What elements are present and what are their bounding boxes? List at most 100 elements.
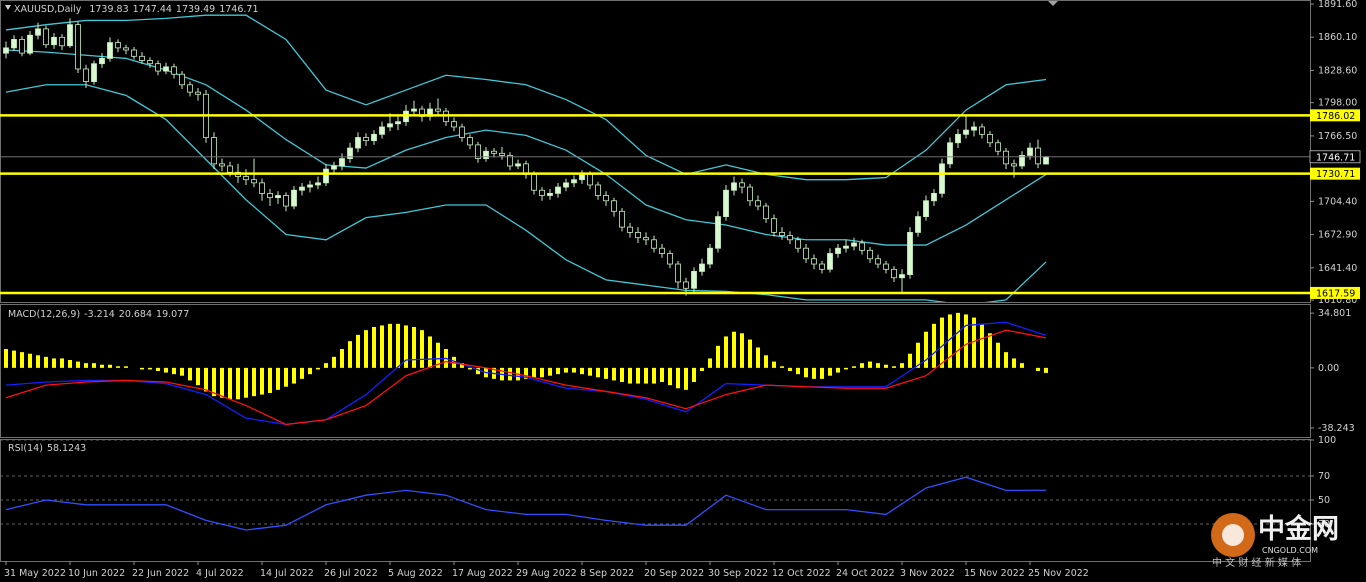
- candle-body: [571, 179, 577, 184]
- macd-bar: [868, 361, 872, 368]
- candle-body: [643, 237, 649, 241]
- candle-body: [1003, 150, 1009, 165]
- macd-bar: [284, 367, 288, 387]
- bid-label: 1746.71: [1316, 152, 1355, 163]
- macd-bar: [604, 367, 608, 379]
- candle-body: [259, 182, 265, 194]
- macd-bar: [924, 331, 928, 368]
- candle-body: [59, 36, 65, 47]
- candle-body: [859, 242, 865, 251]
- macd-bar: [748, 339, 752, 368]
- candle-body: [707, 247, 713, 265]
- candle-body: [611, 200, 617, 212]
- y-tick-label: 1891.60: [1318, 0, 1357, 10]
- y-tick-label: 1704.40: [1318, 196, 1357, 207]
- macd-bar: [932, 323, 936, 368]
- macd-bar: [916, 342, 920, 368]
- macd-bar: [220, 367, 224, 398]
- candle-body: [179, 73, 185, 86]
- candle-body: [779, 232, 785, 236]
- candle-body: [795, 239, 801, 249]
- macd-bar: [796, 367, 800, 375]
- macd-bar: [148, 367, 152, 370]
- candle-body: [347, 147, 353, 159]
- candle-body: [819, 263, 825, 270]
- macd-bar: [140, 367, 144, 370]
- candle-body: [691, 271, 697, 289]
- macd-hist-value: -3.214: [84, 309, 115, 320]
- macd-bar: [428, 336, 432, 368]
- macd-bar: [372, 327, 376, 368]
- macd-bar: [212, 367, 216, 397]
- macd-bar: [156, 367, 160, 371]
- candle-body: [563, 182, 569, 188]
- macd-bar: [860, 363, 864, 368]
- macd-bar: [556, 367, 560, 375]
- macd-bar: [1004, 352, 1008, 368]
- candle-body: [515, 163, 521, 167]
- candle-body: [91, 63, 97, 83]
- y-tick-label: 50: [1318, 495, 1330, 506]
- x-tick-label: 5 Aug 2022: [388, 568, 443, 579]
- candle-body: [187, 84, 193, 93]
- macd-bar: [572, 367, 576, 373]
- candle-body: [267, 192, 273, 199]
- macd-bar: [524, 367, 528, 379]
- candle-body: [763, 205, 769, 220]
- macd-bar: [332, 356, 336, 368]
- y-tick-label: 1828.60: [1318, 65, 1357, 76]
- macd-line: [5, 329, 1047, 426]
- macd-bar: [348, 341, 352, 368]
- macd-bar: [308, 367, 312, 375]
- candle-body: [299, 186, 305, 191]
- candle-body: [371, 133, 377, 142]
- candle-body: [331, 165, 337, 170]
- candle-body: [651, 239, 657, 249]
- macd-bar: [92, 363, 96, 368]
- macd-bar: [28, 353, 32, 368]
- macd-bar: [564, 367, 568, 373]
- candle-body: [1011, 163, 1017, 167]
- candle-body: [507, 155, 513, 167]
- macd-bar: [940, 317, 944, 368]
- macd-bar: [884, 364, 888, 368]
- candle-body: [835, 247, 841, 254]
- x-tick-label: 12 Oct 2022: [772, 568, 831, 579]
- y-tick-label: 1798.00: [1318, 98, 1357, 109]
- candle-body: [843, 245, 849, 249]
- rsi-plot: [0, 440, 1310, 531]
- candle-body: [323, 168, 329, 184]
- macd-bar: [196, 367, 200, 386]
- macd-bar: [684, 367, 688, 390]
- scroll-marker: [1048, 1, 1058, 6]
- candle-body: [123, 47, 129, 51]
- candle-body: [147, 60, 153, 65]
- candle-body: [811, 258, 817, 265]
- candle-body: [459, 126, 465, 138]
- macd-header: MACD(12,26,9) -3.214 20.684 19.077: [8, 309, 189, 320]
- level-label: 1786.02: [1316, 111, 1355, 122]
- candle-body: [43, 28, 49, 46]
- level-label-box: [1310, 109, 1360, 122]
- macd-bar: [988, 333, 992, 368]
- bollinger-band: [5, 14, 1047, 181]
- candle-body: [395, 121, 401, 125]
- macd-bar: [692, 367, 696, 382]
- watermark: 中金网 CNGOLD.COM 中 文 财 经 新 媒 体: [1211, 513, 1339, 569]
- collapse-icon[interactable]: [5, 5, 11, 10]
- x-tick-label: 3 Nov 2022: [900, 568, 955, 579]
- x-tick-label: 31 May 2022: [4, 568, 66, 579]
- candle-body: [283, 195, 289, 207]
- macd-bar: [396, 323, 400, 368]
- macd-bar: [764, 355, 768, 368]
- bollinger-band: [5, 84, 1047, 302]
- macd-bar: [668, 367, 672, 386]
- macd-bar: [4, 349, 8, 368]
- candle-body: [747, 186, 753, 202]
- macd-bar: [364, 330, 368, 368]
- candle-body: [291, 189, 297, 207]
- macd-signal-value: 19.077: [156, 309, 189, 320]
- candle-body: [667, 253, 673, 265]
- candle-body: [955, 133, 961, 144]
- macd-bar: [164, 367, 168, 373]
